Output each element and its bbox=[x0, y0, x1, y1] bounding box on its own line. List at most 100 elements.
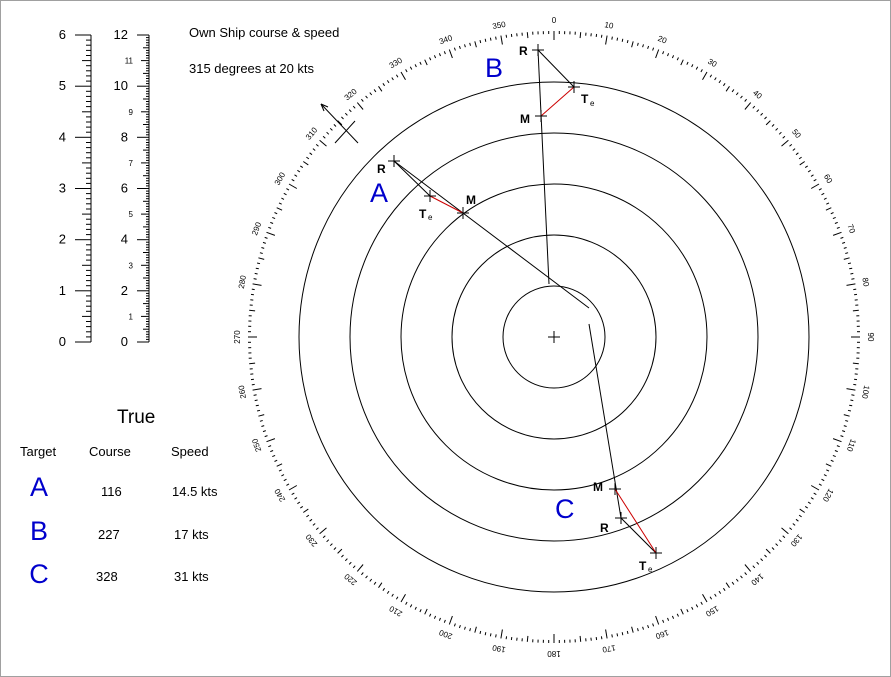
bearing-tick bbox=[281, 197, 285, 200]
bearing-tick bbox=[378, 86, 383, 92]
target-b-t-label: T bbox=[581, 92, 589, 106]
bearing-tick bbox=[373, 581, 377, 585]
bearing-tick bbox=[500, 35, 503, 45]
bearing-tick bbox=[438, 53, 441, 57]
bearing-tick bbox=[526, 32, 529, 39]
bearing-tick bbox=[365, 95, 368, 99]
bearing-tick bbox=[255, 404, 259, 407]
bearing-tick bbox=[744, 564, 752, 572]
bearing-tick bbox=[300, 505, 304, 509]
bearing-tick bbox=[264, 236, 268, 239]
bearing-tick bbox=[322, 535, 326, 539]
bearing-tick bbox=[274, 212, 278, 215]
bearing-tick bbox=[852, 362, 859, 365]
bearing-tick bbox=[400, 593, 406, 603]
bearing-tick bbox=[744, 572, 747, 576]
bearing-tick bbox=[680, 608, 684, 615]
bearing-tick bbox=[474, 626, 477, 633]
bearing-tick bbox=[303, 161, 309, 166]
bearing-tick bbox=[756, 109, 760, 113]
bearing-tick bbox=[382, 587, 386, 591]
bearing-tick bbox=[735, 578, 739, 582]
bearing-tick bbox=[253, 278, 257, 280]
bearing-tick bbox=[254, 399, 258, 402]
bearing-tick bbox=[373, 89, 377, 93]
bearing-tick bbox=[795, 518, 799, 522]
bearing-tick bbox=[832, 454, 836, 458]
bearing-tick bbox=[443, 619, 446, 623]
bearing-tick bbox=[253, 394, 257, 396]
bearing-tick bbox=[272, 454, 276, 458]
bearing-label: 320 bbox=[343, 87, 359, 103]
right-scale-major-label: 2 bbox=[121, 283, 128, 298]
bearing-tick bbox=[297, 501, 301, 505]
bearing-tick bbox=[258, 414, 265, 417]
bearing-tick bbox=[781, 527, 789, 535]
bearing-tick bbox=[395, 596, 399, 600]
bearing-tick bbox=[249, 309, 256, 312]
bearing-tick bbox=[611, 634, 613, 638]
bearing-tick bbox=[804, 165, 808, 169]
bearing-tick bbox=[695, 66, 699, 70]
bearing-tick bbox=[448, 615, 453, 625]
bearing-tick bbox=[352, 565, 356, 569]
bearing-tick bbox=[686, 61, 689, 65]
bearing-tick bbox=[306, 514, 310, 518]
bearing-tick bbox=[823, 474, 827, 477]
bearing-tick bbox=[448, 49, 453, 59]
table-speed-a: 14.5 kts bbox=[172, 484, 218, 499]
bearing-tick bbox=[378, 582, 383, 588]
bearing-tick bbox=[810, 174, 814, 177]
bearing-label: 0 bbox=[552, 16, 557, 25]
bearing-tick bbox=[840, 236, 844, 239]
true-table-heading: True bbox=[117, 407, 156, 428]
bearing-tick bbox=[312, 148, 316, 151]
bearing-tick bbox=[344, 112, 348, 116]
bearing-tick bbox=[792, 148, 796, 151]
right-scale-minor-label: 11 bbox=[125, 57, 134, 66]
bearing-tick bbox=[262, 241, 266, 244]
bearing-tick bbox=[352, 105, 356, 109]
table-target-a: A bbox=[29, 472, 48, 502]
bearing-tick bbox=[778, 539, 782, 543]
bearing-tick bbox=[464, 626, 466, 630]
bearing-tick bbox=[818, 483, 822, 486]
bearing-tick bbox=[395, 74, 399, 78]
target-b-r-label: R bbox=[519, 44, 528, 58]
bearing-tick bbox=[662, 619, 665, 623]
bearing-tick bbox=[637, 42, 639, 46]
left-scale-label: 0 bbox=[59, 334, 66, 349]
bearing-label: 20 bbox=[657, 34, 669, 46]
target-c-m-label: M bbox=[593, 480, 603, 494]
bearing-tick bbox=[818, 188, 822, 191]
bearing-tick bbox=[752, 565, 756, 569]
bearing-tick bbox=[642, 626, 644, 630]
bearing-tick bbox=[270, 221, 274, 224]
bearing-tick bbox=[731, 89, 735, 93]
bearing-tick bbox=[276, 207, 283, 211]
bearing-tick bbox=[764, 554, 767, 558]
bearing-tick bbox=[731, 581, 735, 585]
target-a-t-sub: e bbox=[428, 213, 433, 222]
right-scale-major-label: 12 bbox=[114, 27, 128, 42]
bearing-tick bbox=[691, 606, 694, 610]
bearing-tick bbox=[849, 404, 853, 407]
bearing-tick bbox=[826, 202, 830, 205]
bearing-tick bbox=[667, 617, 670, 621]
bearing-tick bbox=[851, 394, 855, 396]
bearing-ticks bbox=[248, 31, 860, 643]
bearing-tick bbox=[414, 606, 417, 610]
right-scale-major-label: 4 bbox=[121, 232, 128, 247]
bearing-tick bbox=[251, 383, 255, 386]
bearing-tick bbox=[792, 523, 796, 526]
bearing-tick bbox=[662, 51, 665, 55]
bearing-tick bbox=[261, 247, 265, 249]
bearing-tick bbox=[356, 102, 364, 110]
bearing-tick bbox=[851, 278, 855, 280]
bearing-label: 190 bbox=[491, 643, 506, 654]
bearing-tick bbox=[810, 183, 820, 189]
target-c-t-sub: e bbox=[648, 565, 653, 574]
bearing-label: 60 bbox=[822, 173, 835, 186]
bearing-tick bbox=[847, 409, 852, 412]
